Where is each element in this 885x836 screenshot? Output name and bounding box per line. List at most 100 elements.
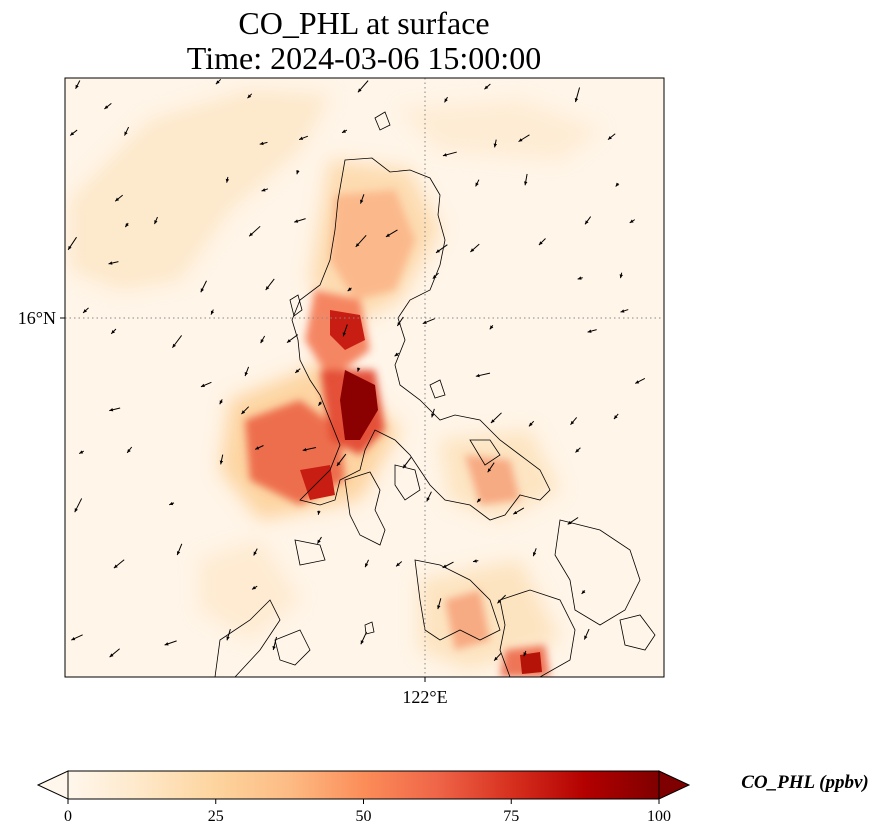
wind-arrow-head	[60, 408, 64, 412]
wind-arrow-head	[261, 188, 266, 192]
wind-arrow-head	[397, 321, 401, 326]
wind-arrow-head	[532, 552, 537, 557]
wind-arrow-shaft	[60, 408, 64, 411]
wind-arrow-head	[74, 508, 78, 513]
colorbar-tick-label: 0	[64, 808, 72, 825]
wind-arrow-head	[247, 94, 252, 99]
wind-arrow-head	[426, 497, 430, 502]
concentration-field	[65, 78, 664, 677]
wind-arrow-head	[294, 219, 299, 223]
wind-arrow-head	[215, 80, 220, 85]
wind-arrow-head	[318, 401, 322, 406]
wind-arrow-head	[587, 329, 592, 333]
wind-arrow-head	[570, 420, 575, 425]
wind-arrow-head	[487, 468, 492, 473]
colorbar-tick-label: 25	[208, 808, 224, 825]
wind-arrow-head	[299, 136, 304, 140]
wind-arrow-head	[226, 636, 230, 641]
wind-arrow-head	[71, 637, 76, 641]
wind-arrow-head	[200, 288, 204, 293]
wind-arrow-head	[431, 413, 435, 418]
wind-arrow-head	[355, 243, 360, 247]
wind-arrow-head	[490, 419, 495, 423]
wind-arrow-head	[219, 400, 223, 405]
wind-arrow-head	[494, 656, 498, 661]
colorbar-bar	[67, 770, 660, 800]
wind-arrow-head	[252, 585, 256, 590]
wind-arrow-head	[336, 461, 341, 466]
wind-arrow-head	[575, 448, 580, 453]
wind-arrow-head	[619, 274, 623, 279]
wind-arrow-head	[470, 248, 475, 252]
wind-arrow-head	[577, 276, 582, 280]
colorbar-extend-low	[36, 770, 69, 800]
wind-arrow-head	[68, 245, 72, 250]
wind-vectors	[60, 78, 646, 662]
wind-arrow-head	[477, 498, 481, 503]
map-frame	[64, 77, 665, 678]
wind-arrow-head	[484, 85, 489, 90]
lat-tick-label: 16°N	[18, 308, 56, 328]
wind-arrow-head	[422, 320, 427, 324]
wind-arrow-head	[396, 562, 400, 567]
wind-arrow-head	[581, 590, 586, 594]
wind-arrow-head	[518, 138, 523, 142]
wind-arrow-head	[538, 241, 543, 246]
wind-arrow-head	[272, 646, 276, 650]
wind-arrow-head	[442, 564, 447, 568]
wind-arrow-head	[360, 640, 364, 645]
wind-arrow-head	[172, 343, 176, 348]
colorbar-extend-high	[658, 770, 691, 800]
wind-arrow-head	[635, 380, 640, 384]
wind-arrow-head	[104, 105, 109, 109]
chart-title-line-1: CO_PHL at surface	[238, 5, 490, 41]
wind-arrow-head	[394, 352, 399, 357]
wind-arrow-head	[109, 653, 114, 658]
wind-arrow-head	[347, 287, 352, 292]
colorbar-ticks: 0 25 50 75 100	[64, 799, 671, 825]
wind-arrow-head	[437, 605, 441, 610]
wind-arrow-head	[70, 131, 75, 136]
wind-arrow-head	[286, 339, 291, 343]
wind-arrow-head	[584, 635, 588, 640]
wind-arrow-head	[497, 599, 502, 604]
colorbar-label: CO_PHL (ppbv)	[741, 772, 869, 793]
wind-arrow-head	[225, 178, 230, 183]
wind-arrow-head	[528, 422, 533, 427]
wind-arrow-head	[357, 88, 362, 93]
wind-arrow-head	[108, 261, 113, 265]
wind-arrow-head	[385, 233, 390, 237]
wind-arrow-head	[259, 141, 264, 146]
colorbar-tick-label: 75	[503, 808, 519, 825]
wind-arrow-head	[317, 539, 321, 544]
wind-arrow-head	[253, 551, 257, 556]
wind-arrow-head	[154, 220, 158, 225]
wind-arrow-head	[255, 446, 260, 450]
wind-arrow-head	[435, 249, 440, 253]
wind-arrow-head	[574, 98, 579, 103]
wind-arrow-head	[475, 373, 480, 378]
wind-arrow-head	[125, 223, 129, 228]
wind-arrow-head	[265, 286, 270, 291]
colorbar: 0 25 50 75 100 CO_PHL (ppbv)	[36, 770, 869, 825]
wind-arrow-head	[200, 383, 205, 387]
wind-arrow-head	[442, 153, 447, 157]
wind-arrow-head	[164, 642, 169, 646]
wind-arrow-head	[124, 131, 128, 136]
wind-arrow-head	[244, 372, 248, 377]
wind-arrow-head	[620, 309, 625, 313]
wind-arrow-head	[567, 520, 572, 525]
wind-arrow-head	[302, 447, 307, 452]
colorbar-tick-label: 100	[647, 808, 671, 825]
wind-arrow-head	[615, 182, 620, 187]
wind-arrow-head	[83, 309, 87, 313]
wind-arrow-head	[493, 143, 498, 148]
wind-arrow-head	[79, 450, 84, 454]
wind-arrow-head	[365, 563, 369, 568]
wind-arrow-head	[127, 448, 131, 453]
wind-arrow-head	[317, 510, 321, 515]
wind-arrow-head	[489, 325, 494, 330]
wind-arrow-head	[113, 564, 118, 569]
wind-arrow-head	[357, 367, 361, 372]
wind-arrow-head	[473, 559, 477, 563]
